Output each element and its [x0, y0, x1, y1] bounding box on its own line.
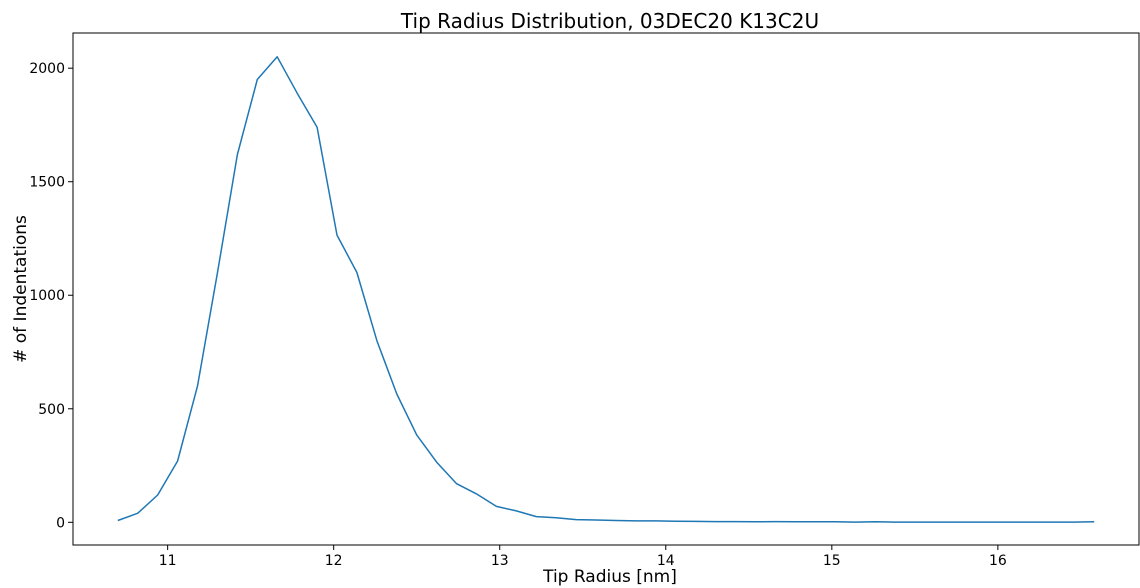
x-tick-label: 12	[325, 553, 343, 569]
x-axis-label: Tip Radius [nm]	[542, 567, 677, 587]
x-tick-label: 13	[491, 553, 509, 569]
x-tick-label: 11	[159, 553, 177, 569]
y-axis-label: # of Indentations	[11, 215, 31, 363]
plot-frame	[72, 32, 1140, 546]
chart-title: Tip Radius Distribution, 03DEC20 K13C2U	[400, 9, 819, 33]
x-tick-label: 14	[657, 553, 675, 569]
y-tick-label: 2000	[29, 61, 65, 77]
y-tick-label: 500	[38, 402, 65, 418]
x-tick-label: 16	[989, 553, 1007, 569]
series-line	[117, 56, 1095, 523]
y-tick-label: 0	[56, 515, 65, 531]
y-tick-label: 1000	[29, 288, 65, 304]
y-tick-label: 1500	[29, 175, 65, 191]
x-tick-label: 15	[823, 553, 841, 569]
plot-area: 11 12 13 14 15 16 0 500 1000 1500 2000	[29, 32, 1140, 569]
